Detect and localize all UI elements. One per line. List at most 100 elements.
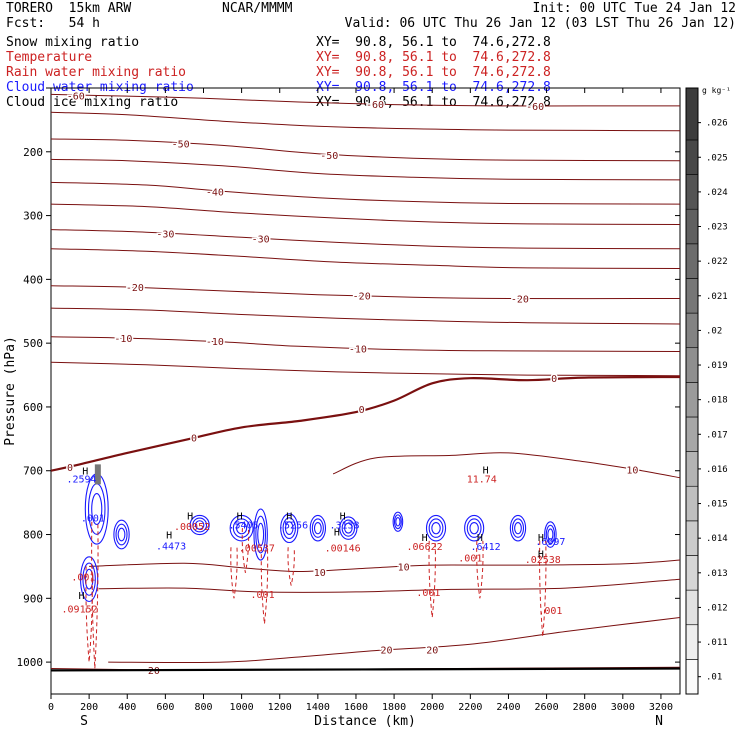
forecast-hour: Fcst: 54 h xyxy=(6,16,100,31)
ice-shading xyxy=(94,464,101,485)
x-tick-label: 400 xyxy=(118,702,136,713)
cloud-contour xyxy=(79,556,99,603)
surface-line xyxy=(51,667,680,672)
cloud-contour xyxy=(392,511,404,532)
field-rain-name: Rain water mixing ratio xyxy=(6,65,187,80)
isotherm-label: -20 xyxy=(353,291,371,302)
x-tick-label: 2800 xyxy=(573,702,597,713)
rain-water-value: .06622 xyxy=(407,542,443,553)
y-tick-label: 600 xyxy=(23,401,43,414)
cloud-contour xyxy=(395,517,401,527)
colorbar-tick-label: .011 xyxy=(706,638,728,648)
extremum-h-marker: H xyxy=(82,467,88,478)
cloud-contour xyxy=(280,513,299,544)
extremum-h-marker: H xyxy=(286,511,292,522)
isotherm-line xyxy=(51,93,680,107)
isotherm-line xyxy=(108,617,680,663)
cloud-water-value: .2594 xyxy=(66,474,96,485)
cloud-contour xyxy=(431,521,441,535)
y-tick-label: 800 xyxy=(23,529,43,542)
field-snow-xsec: XY= 90.8, 56.1 to 74.6,272.8 xyxy=(316,35,551,50)
extremum-h-marker: H xyxy=(483,465,489,476)
colorbar-swatch xyxy=(685,382,699,418)
extremum-h-marker: H xyxy=(538,550,544,561)
colorbar-tick-label: .014 xyxy=(706,534,728,544)
x-tick-label: 200 xyxy=(80,702,98,713)
colorbar-tick-label: .017 xyxy=(706,430,728,440)
cloud-contour xyxy=(464,514,485,542)
isotherm-label: 10 xyxy=(626,465,638,476)
colorbar-swatch xyxy=(685,555,699,591)
x-tick-label: 2000 xyxy=(420,702,444,713)
cloud-contour xyxy=(87,483,106,535)
isotherm-label: -50 xyxy=(320,151,338,162)
cloud-contour xyxy=(547,528,554,541)
x-axis-label: Distance (km) xyxy=(314,714,416,729)
extremum-h-marker: H xyxy=(166,531,172,542)
cloud-contour xyxy=(255,515,267,554)
rain-water-value: .001 xyxy=(251,590,275,601)
colorbar-tick-label: .01 xyxy=(706,673,722,683)
isotherm-label: -40 xyxy=(206,187,224,198)
x-tick-label: 1200 xyxy=(268,702,292,713)
isotherm-label: -50 xyxy=(172,139,190,150)
axes: 0 200 400 600 800 1000 1200 1400 1600 1800 2000 220… xyxy=(17,87,680,713)
extremum-h-marker: H xyxy=(538,533,544,544)
colorbar-swatch xyxy=(685,520,699,556)
y-tick-label: 900 xyxy=(23,592,43,605)
cloud-water-value: .5256 xyxy=(278,520,308,531)
cloud-contour xyxy=(311,518,324,538)
cloud-contour xyxy=(82,562,96,596)
colorbar-swatch xyxy=(685,589,699,626)
cloud-contour xyxy=(117,527,126,542)
colorbar-tick-label: .012 xyxy=(706,603,728,613)
rain-contour xyxy=(241,528,250,573)
x-tick-label: 1400 xyxy=(306,702,330,713)
right-endpoint-label: N xyxy=(655,714,663,729)
rain-water-value: .001 xyxy=(538,606,562,617)
extremum-h-marker: H xyxy=(340,511,346,522)
colorbar-swatch xyxy=(685,659,699,695)
isotherm-line xyxy=(51,375,680,472)
cloud-contour xyxy=(194,520,205,530)
isotherm-line xyxy=(51,229,680,250)
x-tick-label: 0 xyxy=(48,702,54,713)
colorbar-frame xyxy=(685,87,699,695)
isotherm-line xyxy=(51,285,680,300)
rain-water-value: 11.74 xyxy=(467,474,497,485)
cloud-contour xyxy=(466,518,482,538)
isotherm-line xyxy=(51,307,680,325)
organization-label: NCAR/MMMM xyxy=(222,1,293,16)
colorbar-unit: g kg⁻¹ xyxy=(702,86,731,95)
rain-contour xyxy=(476,540,484,599)
rain-contour xyxy=(287,547,295,586)
cloud-contour xyxy=(84,568,94,590)
rain-water-value: .00537 xyxy=(239,543,275,554)
isotherm-label: 0 xyxy=(359,405,365,416)
y-tick-label: 400 xyxy=(23,273,43,286)
rain-contour xyxy=(260,547,269,624)
rain-water-value: .02538 xyxy=(525,555,561,566)
extremum-h-marker: H xyxy=(187,511,193,522)
rain-water-contours: .00052 .00537 .00146 .06622 .001 .02538 .001 .0… xyxy=(62,474,562,669)
cloud-water-value: .6412 xyxy=(471,542,501,553)
x-tick-label: 3200 xyxy=(649,702,673,713)
colorbar-tick-label: .024 xyxy=(706,188,728,198)
cloud-contour xyxy=(339,516,358,540)
cloud-contour xyxy=(341,519,356,537)
rain-water-value: .001 xyxy=(416,588,440,599)
x-tick-label: 2400 xyxy=(496,702,520,713)
rain-water-value: .09152 xyxy=(62,605,98,616)
cloud-contour xyxy=(425,514,447,542)
rain-water-value: .00146 xyxy=(325,543,361,554)
x-tick-label: 600 xyxy=(156,702,174,713)
cloud-contour xyxy=(344,522,353,534)
isotherm-line xyxy=(98,578,680,593)
cloud-contour xyxy=(192,517,208,533)
isotherm-line xyxy=(51,138,680,162)
cloud-water-value: .6997 xyxy=(535,537,565,548)
y-tick-label: 1000 xyxy=(17,656,44,669)
colorbar-swatch xyxy=(685,208,699,245)
cloud-water-contours: .2594 .001 .4473 .5405 .5256 .3138 .6412 .6997 xyxy=(66,464,565,603)
